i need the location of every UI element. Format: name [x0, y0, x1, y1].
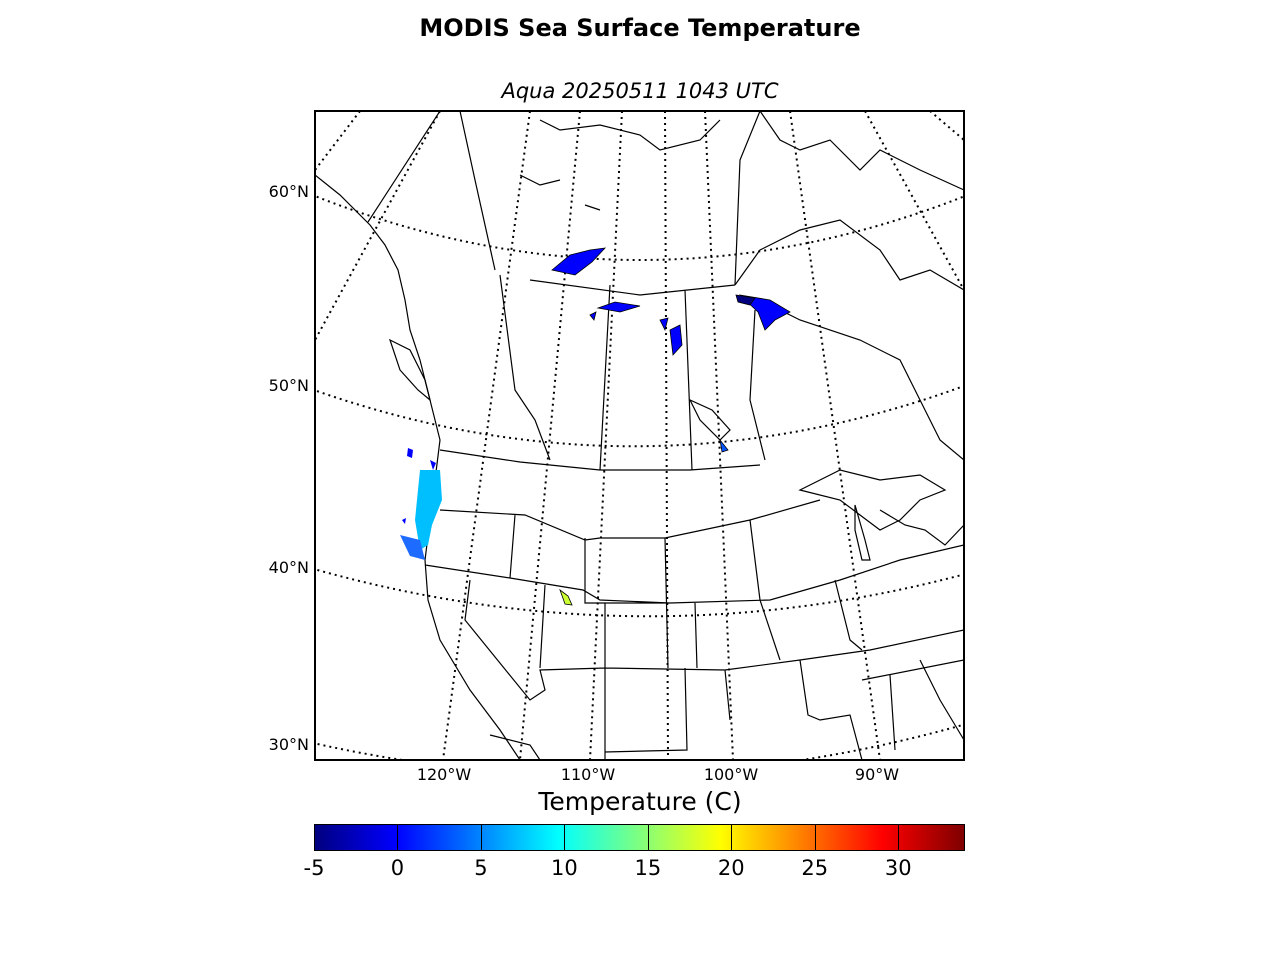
colorbar-tick-mark — [814, 824, 816, 851]
alaska-bc-border — [367, 111, 441, 223]
pacific-coastal-sst-north — [415, 470, 442, 550]
colorbar-tick-mark — [731, 824, 733, 851]
figure-subtitle: Aqua 20250511 1043 UTC — [501, 79, 779, 103]
alberta-sask-border — [599, 284, 611, 471]
hudson-bay-west — [734, 219, 964, 291]
meridian-125w — [315, 111, 441, 341]
graticule-latitude-lines — [315, 194, 964, 760]
meridian-110w — [589, 111, 623, 760]
colorbar-tick-mark — [564, 824, 566, 851]
graticule-lat-40 — [315, 568, 964, 618]
sask-manitoba-border — [684, 289, 693, 471]
colorbar-tick-label: 10 — [551, 856, 578, 880]
great-slave-lake-sst — [551, 247, 607, 276]
colorbar-tick-label: 20 — [717, 856, 745, 880]
colorbar-tick-mark — [397, 824, 399, 851]
lake-winnipeg-sst — [719, 438, 729, 453]
colorbar-label: Temperature (C) — [538, 787, 742, 816]
meridian-85w — [929, 111, 964, 141]
meridian-90w — [864, 111, 964, 291]
cree-lake-sst — [589, 311, 597, 321]
hudson-bay-coast — [759, 299, 964, 461]
pacific-coastline — [315, 174, 521, 760]
colorbar-tick-mark — [898, 824, 900, 851]
colorbar-tick-mark — [647, 824, 649, 851]
saskatchewan-lakes — [519, 174, 731, 441]
lat-label-40n: 40°N — [269, 558, 309, 577]
great-salt-lake-sst — [559, 588, 573, 606]
meridian-100w — [704, 111, 734, 760]
lat-label-60n: 60°N — [269, 182, 309, 201]
colorbar-tick-label: 5 — [474, 856, 488, 880]
pacific-coastal-sst-south — [400, 535, 425, 560]
manitoba-ontario-border — [749, 309, 766, 461]
lat-label-30n: 30°N — [269, 735, 309, 754]
arctic-islands — [539, 111, 964, 191]
graticule-lat-60 — [315, 194, 964, 261]
colorbar-tick-label: 0 — [390, 856, 405, 880]
colorbar-tick-mark — [314, 824, 315, 851]
territories-border — [459, 111, 761, 296]
colorbar-tick-mark — [480, 824, 482, 851]
sst-data-layer — [400, 247, 791, 606]
colorbar-tick-label: -5 — [303, 856, 325, 880]
meridian-95w — [789, 111, 881, 760]
meridian-120w — [442, 111, 531, 760]
colorbar — [314, 824, 965, 851]
coastline-and-borders — [315, 111, 964, 760]
reindeer-lake-sst — [669, 324, 683, 356]
colorbar-tick-label: 25 — [801, 856, 829, 880]
vancouver-island — [388, 338, 432, 402]
lat-label-50n: 50°N — [269, 376, 309, 395]
graticule-lat-50 — [315, 384, 964, 448]
wollaston-lake-sst — [659, 317, 669, 332]
us-state-borders — [424, 499, 964, 760]
lon-label-90w: 90°W — [855, 765, 899, 784]
hudson-bay-sst — [738, 294, 791, 331]
figure-title: MODIS Sea Surface Temperature — [419, 14, 861, 42]
hudson-bay-ice-sst — [735, 294, 756, 306]
bc-alberta-border — [499, 274, 551, 461]
graticule-lat-30 — [315, 723, 964, 760]
meridian-130w — [315, 111, 361, 171]
colorbar-tick-label: 15 — [634, 856, 662, 880]
lake-athabasca-sst — [596, 301, 641, 313]
lon-label-100w: 100°W — [704, 765, 759, 784]
meridian-115w — [519, 111, 581, 760]
map-frame — [314, 110, 965, 761]
colorbar-tick-label: 30 — [884, 856, 912, 880]
great-lakes — [798, 469, 964, 561]
lon-label-120w: 120°W — [417, 765, 472, 784]
lon-label-110w: 110°W — [561, 765, 616, 784]
graticule-longitude-lines — [315, 111, 964, 760]
